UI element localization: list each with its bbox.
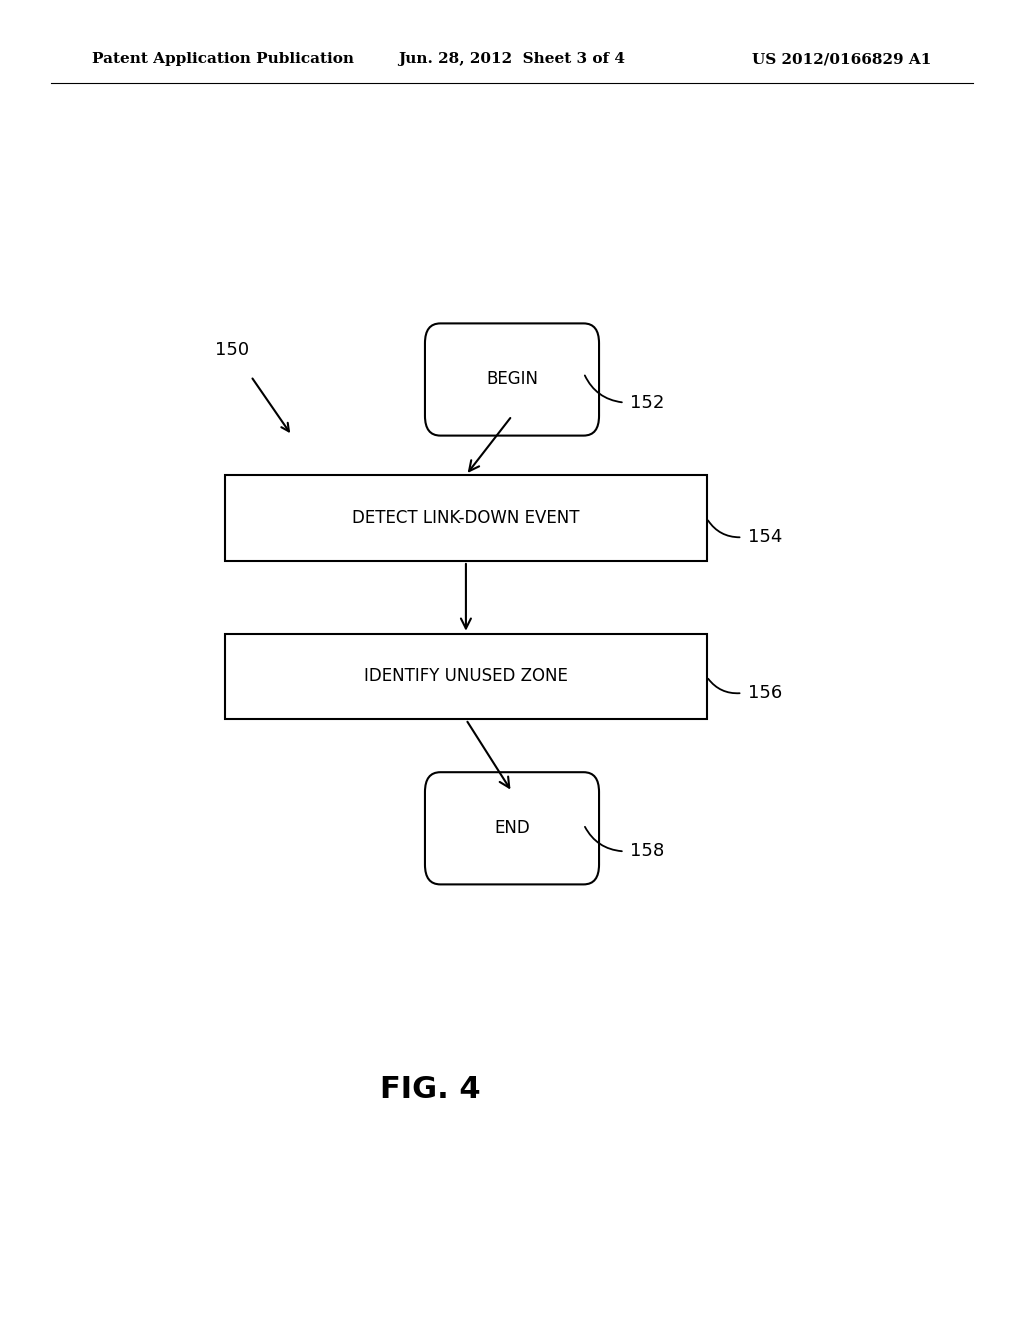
Text: IDENTIFY UNUSED ZONE: IDENTIFY UNUSED ZONE <box>364 668 568 685</box>
Text: 152: 152 <box>630 393 665 412</box>
Text: Jun. 28, 2012  Sheet 3 of 4: Jun. 28, 2012 Sheet 3 of 4 <box>398 53 626 66</box>
FancyBboxPatch shape <box>225 475 707 561</box>
Text: END: END <box>495 820 529 837</box>
Text: FIG. 4: FIG. 4 <box>380 1074 480 1104</box>
Text: 150: 150 <box>215 341 249 359</box>
FancyBboxPatch shape <box>425 772 599 884</box>
Text: 154: 154 <box>748 528 782 546</box>
FancyBboxPatch shape <box>225 634 707 719</box>
Text: DETECT LINK-DOWN EVENT: DETECT LINK-DOWN EVENT <box>352 510 580 527</box>
Text: BEGIN: BEGIN <box>486 371 538 388</box>
FancyBboxPatch shape <box>425 323 599 436</box>
Text: Patent Application Publication: Patent Application Publication <box>92 53 354 66</box>
Text: US 2012/0166829 A1: US 2012/0166829 A1 <box>753 53 932 66</box>
Text: 156: 156 <box>748 684 781 702</box>
Text: 158: 158 <box>630 842 664 861</box>
